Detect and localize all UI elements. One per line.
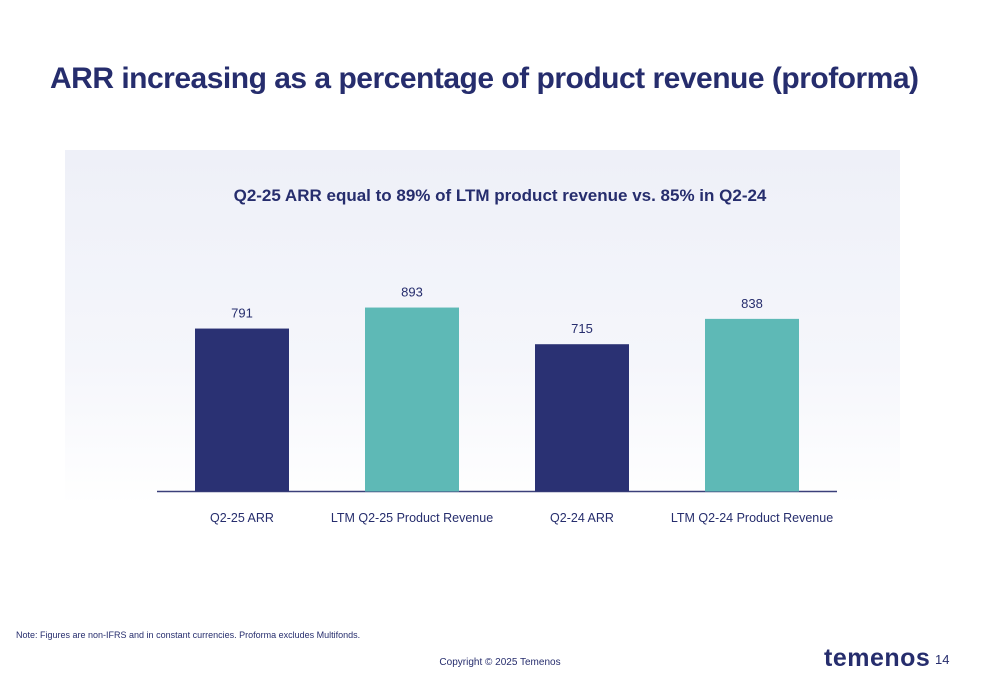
- chart-title: Q2-25 ARR equal to 89% of LTM product re…: [233, 186, 767, 205]
- copyright: Copyright © 2025 Temenos: [439, 657, 561, 668]
- footnote: Note: Figures are non-IFRS and in consta…: [16, 630, 361, 640]
- category-label-3: Q2-24 ARR: [550, 511, 614, 525]
- category-label-4: LTM Q2-24 Product Revenue: [671, 511, 833, 525]
- bar-3: [535, 344, 629, 492]
- data-label-1: 791: [231, 306, 253, 321]
- temenos-logo: temenos: [824, 644, 931, 672]
- category-label-2: LTM Q2-25 Product Revenue: [331, 511, 493, 525]
- data-label-2: 893: [401, 285, 423, 300]
- bar-4: [705, 318, 799, 492]
- bar-1: [195, 328, 289, 492]
- page-number: 14: [935, 652, 950, 667]
- category-label-1: Q2-25 ARR: [210, 511, 274, 525]
- data-label-4: 838: [741, 296, 763, 311]
- bar-2: [365, 307, 459, 492]
- page-title: ARR increasing as a percentage of produc…: [50, 62, 919, 95]
- data-label-3: 715: [571, 321, 593, 336]
